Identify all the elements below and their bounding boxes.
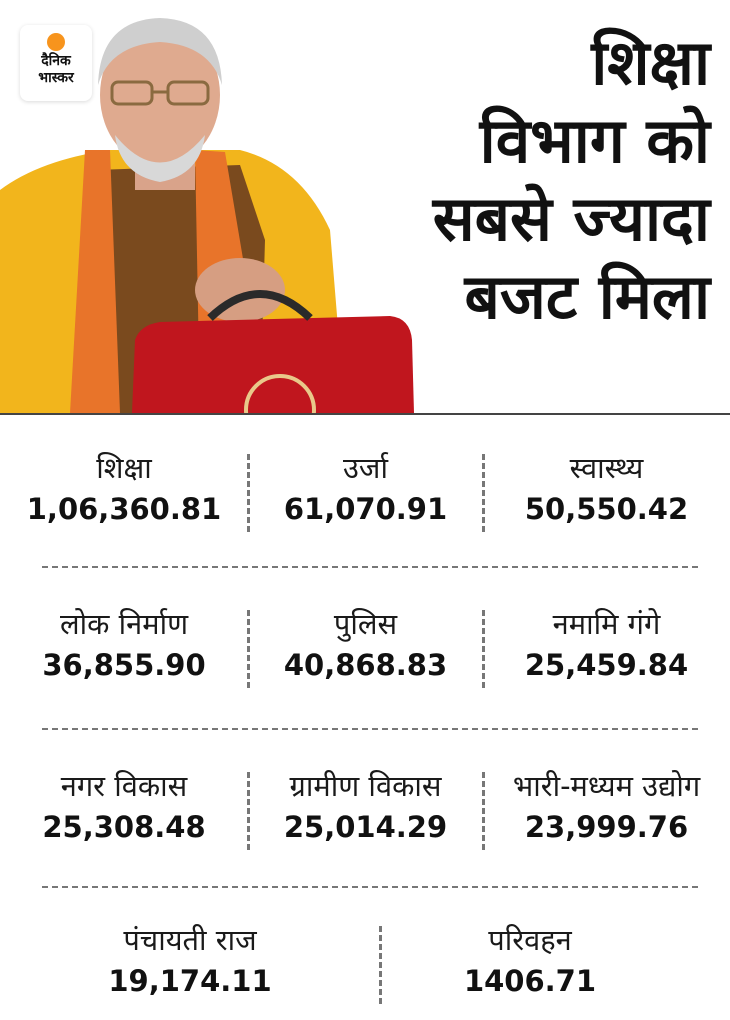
column-separator (247, 610, 250, 688)
budget-row: शिक्षा 1,06,360.81 उर्जा 61,070.91 स्वास… (0, 448, 730, 538)
department-label: शिक्षा (96, 451, 152, 485)
row-separator (42, 728, 698, 730)
budget-value: 40,868.83 (283, 648, 448, 682)
budget-cell-transport: परिवहन 1406.71 (380, 920, 680, 1002)
dainik-bhaskar-logo: दैनिक भास्कर (20, 25, 92, 101)
column-separator (247, 454, 250, 532)
logo-line-1: दैनिक (41, 53, 71, 69)
budget-row: पंचायती राज 19,174.11 परिवहन 1406.71 (0, 920, 730, 1010)
headline-line-2: विभाग को (479, 104, 710, 177)
budget-row: नगर विकास 25,308.48 ग्रामीण विकास 25,014… (0, 766, 730, 856)
budget-cell-health: स्वास्थ्य 50,550.42 (483, 448, 730, 530)
headline-line-3: सबसे ज्यादा (432, 182, 710, 255)
headline-line-4: बजट मिला (464, 260, 710, 333)
department-label: लोक निर्माण (59, 607, 189, 641)
department-label: उर्जा (343, 451, 388, 485)
row-separator (42, 566, 698, 568)
column-separator (247, 772, 250, 850)
department-label: परिवहन (488, 923, 572, 957)
sun-icon (47, 33, 65, 51)
budget-cell-urban-development: नगर विकास 25,308.48 (0, 766, 248, 848)
budget-value: 36,855.90 (42, 648, 206, 682)
budget-cell-rural-development: ग्रामीण विकास 25,014.29 (248, 766, 483, 848)
budget-cell-police: पुलिस 40,868.83 (248, 604, 483, 686)
budget-value: 25,459.84 (524, 648, 689, 682)
budget-value: 23,999.76 (524, 810, 689, 844)
budget-value: 50,550.42 (524, 492, 689, 526)
department-label: ग्रामीण विकास (289, 769, 442, 803)
budget-value: 1406.71 (463, 964, 597, 998)
budget-cell-education: शिक्षा 1,06,360.81 (0, 448, 248, 530)
budget-value: 25,308.48 (42, 810, 206, 844)
hero-divider (0, 413, 730, 415)
budget-cell-namami-gange: नमामि गंगे 25,459.84 (483, 604, 730, 686)
row-separator (42, 886, 698, 888)
column-separator (482, 610, 485, 688)
budget-value: 25,014.29 (283, 810, 448, 844)
budget-cell-heavy-medium-industry: भारी-मध्यम उद्योग 23,999.76 (483, 766, 730, 848)
department-label: स्वास्थ्य (569, 451, 644, 485)
budget-value: 61,070.91 (283, 492, 448, 526)
budget-cell-panchayati-raj: पंचायती राज 19,174.11 (0, 920, 380, 1002)
logo-line-2: भास्कर (38, 70, 74, 86)
column-separator (379, 926, 382, 1004)
headline: शिक्षा विभाग को सबसे ज्यादा बजट मिला (380, 24, 710, 336)
budget-row: लोक निर्माण 36,855.90 पुलिस 40,868.83 नम… (0, 604, 730, 694)
department-label: नगर विकास (60, 769, 188, 803)
budget-value: 19,174.11 (108, 964, 272, 998)
column-separator (482, 454, 485, 532)
budget-value: 1,06,360.81 (26, 492, 222, 526)
budget-cell-public-works: लोक निर्माण 36,855.90 (0, 604, 248, 686)
department-label: भारी-मध्यम उद्योग (512, 769, 701, 803)
column-separator (482, 772, 485, 850)
headline-line-1: शिक्षा (591, 26, 710, 99)
department-label: पंचायती राज (123, 923, 257, 957)
department-label: पुलिस (333, 607, 398, 641)
hero-banner: दैनिक भास्कर शिक्षा विभाग को सबसे ज्यादा… (0, 0, 730, 413)
budget-cell-energy: उर्जा 61,070.91 (248, 448, 483, 530)
department-label: नमामि गंगे (552, 607, 661, 641)
finance-minister-photo (0, 0, 420, 413)
